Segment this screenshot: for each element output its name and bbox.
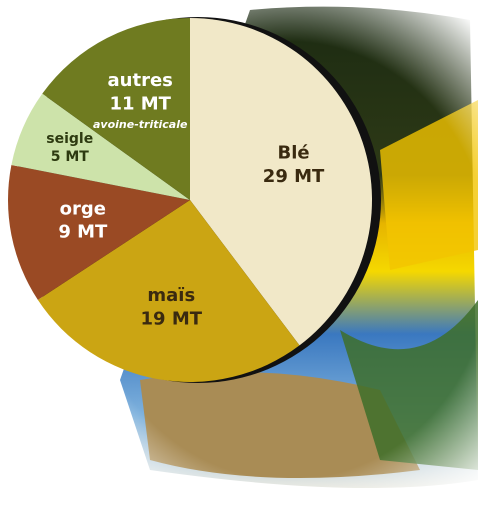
value-label: 11 MT <box>109 94 171 115</box>
category-label: maïs <box>147 285 195 306</box>
pie-slice <box>37 200 300 382</box>
category-label: seigle <box>46 131 93 147</box>
pie-slice <box>190 18 372 346</box>
annotation: avoine-triticale <box>93 118 188 131</box>
category-label: autres <box>108 70 173 91</box>
value-label: 5 MT <box>51 149 90 165</box>
value-label: 9 MT <box>58 222 108 243</box>
category-label: orge <box>60 198 106 219</box>
value-label: 19 MT <box>141 308 203 329</box>
value-label: 29 MT <box>263 166 325 187</box>
category-label: Blé <box>278 143 310 164</box>
pie-slice <box>42 18 190 200</box>
pie-slice <box>11 93 191 200</box>
pie-slice <box>7 164 190 300</box>
